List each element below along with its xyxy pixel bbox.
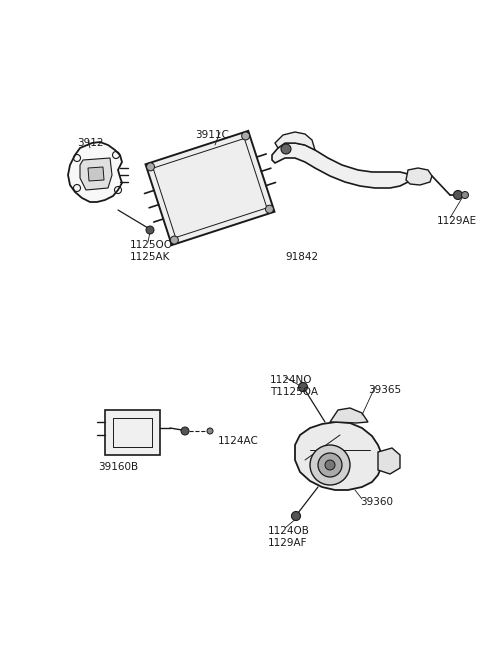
Circle shape xyxy=(170,236,179,244)
Circle shape xyxy=(281,144,291,154)
Polygon shape xyxy=(88,167,104,181)
Polygon shape xyxy=(275,132,315,150)
Text: 1129AE: 1129AE xyxy=(437,216,477,226)
Text: 91842: 91842 xyxy=(285,252,318,262)
Text: 1125OO
1125AK: 1125OO 1125AK xyxy=(130,240,173,261)
Polygon shape xyxy=(80,158,112,190)
Polygon shape xyxy=(145,131,275,245)
Polygon shape xyxy=(105,410,160,455)
Text: 39360: 39360 xyxy=(360,497,393,507)
Text: 39365: 39365 xyxy=(368,385,401,395)
Text: 3911C: 3911C xyxy=(195,130,229,140)
Circle shape xyxy=(325,460,335,470)
Polygon shape xyxy=(295,422,382,490)
Circle shape xyxy=(299,382,308,392)
Text: 3912: 3912 xyxy=(77,138,104,148)
Circle shape xyxy=(146,226,154,234)
Circle shape xyxy=(461,191,468,198)
Circle shape xyxy=(146,163,155,171)
Polygon shape xyxy=(68,142,122,202)
Circle shape xyxy=(291,512,300,520)
Text: 1124OB
1129AF: 1124OB 1129AF xyxy=(268,526,310,547)
Circle shape xyxy=(181,427,189,435)
Polygon shape xyxy=(330,408,368,423)
Polygon shape xyxy=(378,448,400,474)
Text: 39160B: 39160B xyxy=(98,462,138,472)
Text: 1124NO
T1125OA: 1124NO T1125OA xyxy=(270,375,318,397)
Circle shape xyxy=(454,191,463,200)
Text: 1124AC: 1124AC xyxy=(218,436,259,446)
Circle shape xyxy=(318,453,342,477)
Circle shape xyxy=(265,205,274,213)
Circle shape xyxy=(241,132,250,140)
Polygon shape xyxy=(406,168,432,185)
Circle shape xyxy=(310,445,350,485)
Circle shape xyxy=(207,428,213,434)
Polygon shape xyxy=(272,143,412,188)
